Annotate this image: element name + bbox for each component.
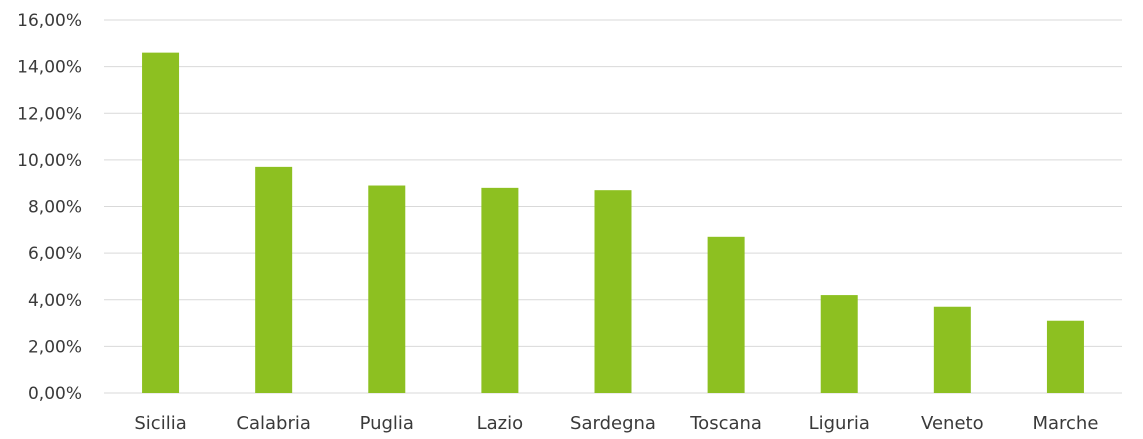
y-tick-label: 12,00% [17,104,82,124]
y-tick-label: 2,00% [28,337,82,357]
bar-lazio [481,187,519,393]
x-category-label: Sicilia [134,413,186,434]
x-category-label: Toscana [689,413,762,434]
x-category-label: Sardegna [570,413,656,434]
x-category-label: Marche [1032,413,1098,434]
y-tick-label: 4,00% [28,291,82,311]
y-tick-label: 16,00% [17,11,82,31]
bar-liguria [820,295,858,393]
y-tick-label: 8,00% [28,198,82,218]
bar-sicilia [142,52,180,393]
x-axis-category-labels: Sicilia Calabria Puglia Lazio Sardegna Toscan… [134,413,1098,434]
bar-puglia [368,185,406,393]
bar-veneto [933,306,971,393]
y-tick-label: 14,00% [17,58,82,78]
x-category-label: Veneto [921,413,984,434]
x-category-label: Calabria [236,413,311,434]
bars [142,52,1084,393]
y-axis-tick-labels: 0,00% 2,00% 4,00% 6,00% 8,00% 10,00% 12,00% 14,… [17,11,82,404]
y-tick-label: 0,00% [28,384,82,404]
bar-calabria [255,166,293,393]
bar-toscana [707,236,745,393]
x-category-label: Liguria [809,413,870,434]
x-category-label: Puglia [360,413,414,434]
x-category-label: Lazio [477,413,524,434]
bar-sardegna [594,190,632,393]
y-tick-label: 6,00% [28,244,82,264]
bar-marche [1046,320,1084,393]
y-tick-label: 10,00% [17,151,82,171]
